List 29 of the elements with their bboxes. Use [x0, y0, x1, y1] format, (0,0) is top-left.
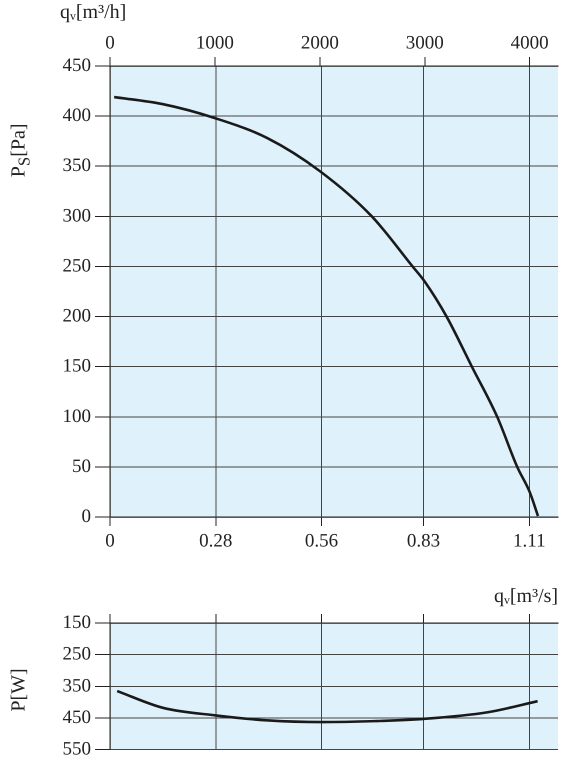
x-tick-label: 0.56 — [304, 530, 338, 552]
x2-tick-label: 2000 — [300, 32, 339, 54]
y-tick-label: 150 — [62, 612, 91, 633]
y-tick-label: 200 — [62, 306, 91, 327]
y-tick-label: 550 — [62, 738, 91, 760]
y-tick-label: 150 — [62, 356, 91, 377]
x2-tick-label: 4000 — [510, 32, 549, 54]
x-axis-title: qᵥ[m³/s] — [494, 585, 558, 607]
y-tick-label: 350 — [62, 155, 91, 176]
x-tick-label: 0.83 — [406, 530, 440, 552]
y-axis-title: P[W] — [7, 668, 30, 712]
y-tick-label: 350 — [62, 675, 91, 696]
y-tick-label: 100 — [62, 406, 91, 427]
y-tick-label: 50 — [72, 456, 91, 477]
x-tick-label: 1.11 — [513, 530, 546, 552]
y-tick-label: 400 — [62, 105, 91, 126]
x2-tick-label: 3000 — [406, 32, 444, 54]
line-series — [116, 690, 539, 724]
x2-tick-label: 0 — [105, 32, 115, 54]
y-tick-label: 250 — [62, 644, 91, 665]
y-tick-label: 0 — [82, 506, 91, 527]
x2-axis-title: qᵥ[m³/h] — [60, 1, 126, 23]
x-tick-label: 0 — [105, 530, 115, 552]
y-tick-label: 450 — [62, 54, 91, 76]
x-tick-label: 0.28 — [199, 530, 232, 552]
x2-tick-label: 1000 — [196, 32, 234, 54]
y-tick-label: 300 — [62, 205, 91, 226]
y-tick-label: 450 — [62, 706, 91, 728]
y-tick-label: 250 — [62, 255, 91, 276]
